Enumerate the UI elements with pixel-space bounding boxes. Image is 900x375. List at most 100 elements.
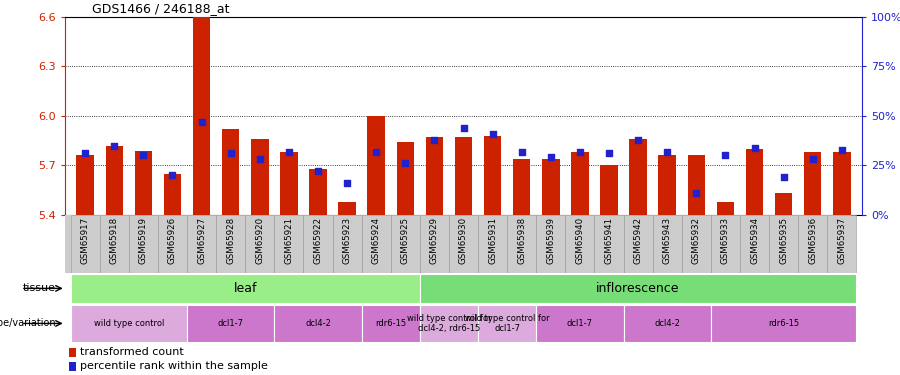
Bar xyxy=(338,202,356,215)
Bar xyxy=(280,152,298,215)
Text: wild type control for
dcl1-7: wild type control for dcl1-7 xyxy=(464,314,550,333)
FancyBboxPatch shape xyxy=(595,215,624,273)
FancyBboxPatch shape xyxy=(536,215,565,273)
Bar xyxy=(659,156,676,215)
FancyBboxPatch shape xyxy=(274,305,362,342)
Text: dcl4-2: dcl4-2 xyxy=(305,319,331,328)
Text: GSM65933: GSM65933 xyxy=(721,217,730,264)
Text: GSM65940: GSM65940 xyxy=(575,217,584,264)
Bar xyxy=(600,165,617,215)
Point xyxy=(78,150,93,156)
FancyBboxPatch shape xyxy=(65,215,850,273)
Text: GSM65941: GSM65941 xyxy=(605,217,614,264)
FancyBboxPatch shape xyxy=(624,215,652,273)
Point xyxy=(136,153,150,159)
FancyBboxPatch shape xyxy=(419,274,857,303)
Point xyxy=(747,144,761,150)
Text: GSM65934: GSM65934 xyxy=(750,217,759,264)
Bar xyxy=(193,17,211,215)
FancyBboxPatch shape xyxy=(70,305,187,342)
FancyBboxPatch shape xyxy=(711,215,740,273)
FancyBboxPatch shape xyxy=(274,215,303,273)
Text: GSM65937: GSM65937 xyxy=(837,217,846,264)
Text: genotype/variation: genotype/variation xyxy=(0,318,56,328)
Bar xyxy=(105,146,123,215)
Bar xyxy=(68,348,76,357)
Text: wild type control for
dcl4-2, rdr6-15: wild type control for dcl4-2, rdr6-15 xyxy=(407,314,491,333)
FancyBboxPatch shape xyxy=(536,305,624,342)
Point xyxy=(282,148,296,154)
Text: GSM65921: GSM65921 xyxy=(284,217,293,264)
Text: GSM65922: GSM65922 xyxy=(313,217,322,264)
FancyBboxPatch shape xyxy=(100,215,129,273)
Point xyxy=(456,125,471,131)
Text: dcl4-2: dcl4-2 xyxy=(654,319,680,328)
Point xyxy=(572,148,587,154)
Bar xyxy=(833,152,850,215)
Text: GSM65919: GSM65919 xyxy=(139,217,148,264)
Bar xyxy=(426,137,443,215)
Point xyxy=(689,190,704,196)
FancyBboxPatch shape xyxy=(158,215,187,273)
Text: GSM65917: GSM65917 xyxy=(81,217,90,264)
Text: GSM65943: GSM65943 xyxy=(662,217,671,264)
Point xyxy=(310,168,325,174)
Bar xyxy=(367,116,385,215)
Text: GSM65927: GSM65927 xyxy=(197,217,206,264)
Text: GSM65935: GSM65935 xyxy=(779,217,788,264)
Bar xyxy=(310,169,327,215)
Bar xyxy=(164,174,181,215)
FancyBboxPatch shape xyxy=(711,305,857,342)
Point xyxy=(223,150,238,156)
FancyBboxPatch shape xyxy=(770,215,798,273)
Bar xyxy=(251,139,268,215)
Point xyxy=(544,154,558,160)
Point xyxy=(806,156,820,162)
Point xyxy=(834,147,849,153)
Text: GSM65926: GSM65926 xyxy=(168,217,177,264)
FancyBboxPatch shape xyxy=(508,215,536,273)
Point xyxy=(602,150,616,156)
FancyBboxPatch shape xyxy=(391,215,419,273)
FancyBboxPatch shape xyxy=(798,215,827,273)
Bar xyxy=(76,156,94,215)
Bar xyxy=(454,137,472,215)
Text: rdr6-15: rdr6-15 xyxy=(375,319,406,328)
Bar xyxy=(804,152,822,215)
FancyBboxPatch shape xyxy=(419,215,449,273)
FancyBboxPatch shape xyxy=(478,215,508,273)
Point xyxy=(660,148,674,154)
Text: rdr6-15: rdr6-15 xyxy=(768,319,799,328)
FancyBboxPatch shape xyxy=(129,215,158,273)
FancyBboxPatch shape xyxy=(652,215,682,273)
Point xyxy=(485,131,500,137)
Text: GSM65928: GSM65928 xyxy=(226,217,235,264)
Bar xyxy=(746,149,763,215)
Point xyxy=(515,148,529,154)
Text: GSM65929: GSM65929 xyxy=(430,217,439,264)
Point xyxy=(631,136,645,142)
Text: tissue: tissue xyxy=(22,284,56,293)
Text: wild type control: wild type control xyxy=(94,319,164,328)
Point xyxy=(369,148,383,154)
Bar xyxy=(222,129,239,215)
Text: GSM65942: GSM65942 xyxy=(634,217,643,264)
FancyBboxPatch shape xyxy=(827,215,857,273)
Text: transformed count: transformed count xyxy=(80,347,184,357)
Bar xyxy=(68,362,76,371)
Bar xyxy=(484,136,501,215)
Text: GDS1466 / 246188_at: GDS1466 / 246188_at xyxy=(92,2,230,15)
FancyBboxPatch shape xyxy=(216,215,245,273)
Text: GSM65923: GSM65923 xyxy=(343,217,352,264)
Text: GSM65939: GSM65939 xyxy=(546,217,555,264)
FancyBboxPatch shape xyxy=(303,215,332,273)
Text: dcl1-7: dcl1-7 xyxy=(218,319,244,328)
Point xyxy=(777,174,791,180)
Text: GSM65930: GSM65930 xyxy=(459,217,468,264)
Bar xyxy=(397,142,414,215)
FancyBboxPatch shape xyxy=(419,305,478,342)
FancyBboxPatch shape xyxy=(449,215,478,273)
Bar xyxy=(513,159,530,215)
Point xyxy=(428,136,442,142)
Point xyxy=(194,119,209,125)
